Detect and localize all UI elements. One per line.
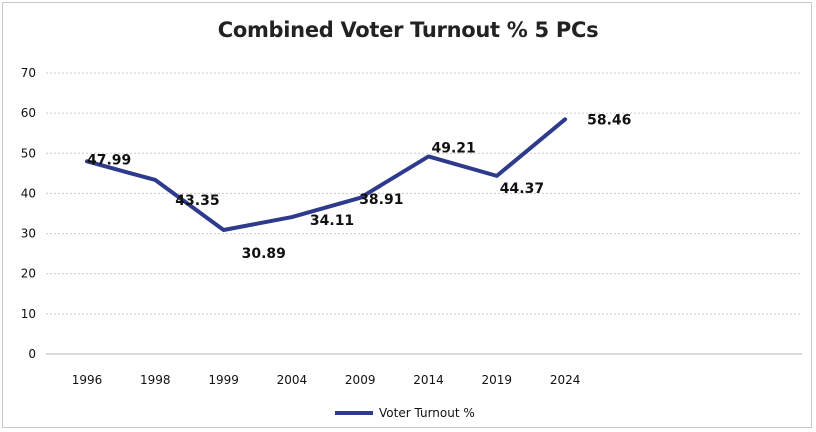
- y-tick-label-50: 50: [21, 146, 36, 160]
- data-label-1996: 47.99: [87, 152, 131, 168]
- gridlines: [46, 72, 802, 355]
- data-labels: 47.99 43.35 30.89 34.11 38.91 49.21 44.37 58.46: [87, 112, 631, 262]
- x-tick-label-2024: 2024: [550, 373, 581, 387]
- y-tick-label-10: 10: [21, 307, 36, 321]
- x-tick-label-2019: 2019: [482, 373, 513, 387]
- data-label-2019: 44.37: [500, 181, 544, 197]
- y-tick-label-70: 70: [21, 66, 36, 80]
- x-tick-label-1996: 1996: [72, 373, 103, 387]
- legend-label: Voter Turnout %: [379, 406, 475, 420]
- chart-title: Combined Voter Turnout % 5 PCs: [217, 18, 599, 42]
- y-tick-label-20: 20: [21, 267, 36, 281]
- y-axis-ticks: 0 10 20 30 40 50 60 70: [21, 66, 36, 361]
- data-label-2014: 49.21: [432, 140, 476, 156]
- legend: Voter Turnout %: [335, 406, 475, 420]
- x-tick-label-1999: 1999: [208, 373, 239, 387]
- x-tick-label-2009: 2009: [345, 373, 376, 387]
- y-tick-label-60: 60: [21, 106, 36, 120]
- series-group: [85, 117, 568, 232]
- y-tick-label-40: 40: [21, 186, 36, 200]
- y-tick-label-0: 0: [28, 347, 36, 361]
- x-tick-label-1998: 1998: [140, 373, 171, 387]
- y-tick-label-30: 30: [21, 227, 36, 241]
- x-tick-label-2004: 2004: [277, 373, 308, 387]
- data-label-1998: 43.35: [175, 193, 219, 209]
- data-label-2004: 34.11: [310, 213, 354, 229]
- series-line-voter-turnout: [85, 117, 568, 232]
- data-label-1999: 30.89: [242, 246, 286, 262]
- data-label-2024: 58.46: [587, 112, 631, 128]
- x-tick-label-2014: 2014: [413, 373, 444, 387]
- data-label-2009: 38.91: [359, 192, 403, 208]
- x-axis-ticks: 1996 1998 1999 2004 2009 2014 2019 2024: [72, 373, 581, 387]
